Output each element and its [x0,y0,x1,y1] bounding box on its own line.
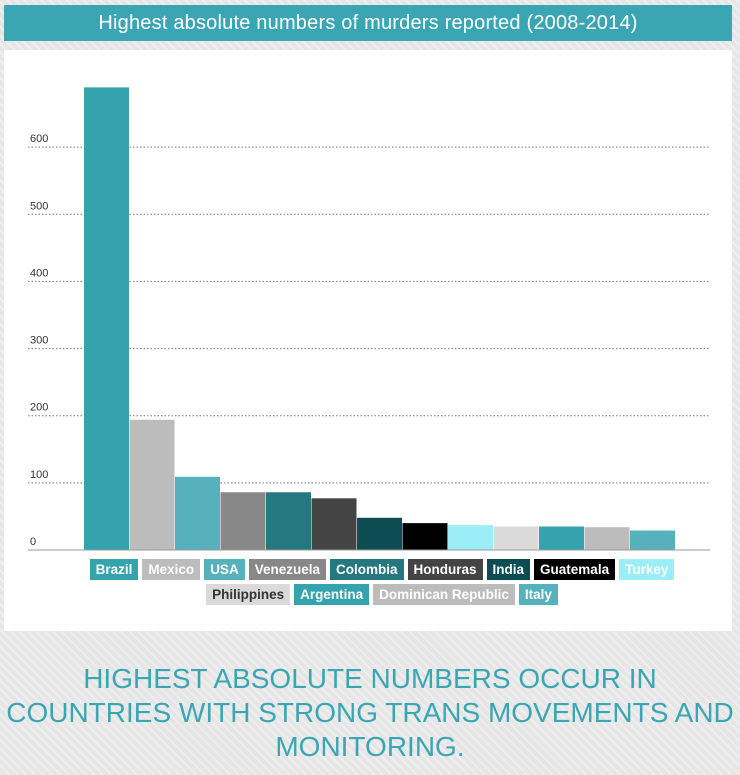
y-tick-label: 100 [30,469,48,481]
bar-chart: 0 100 200 300 400 500 600 [28,87,710,551]
y-axis-ticks: 0 100 200 300 400 500 600 [30,133,48,548]
y-tick-label: 0 [30,536,36,548]
legend-item-italy: Italy [518,584,558,605]
y-tick-label: 300 [30,335,48,347]
legend-item-colombia: Colombia [330,559,404,580]
bar-mexico [129,419,175,550]
legend-item-philippines: Philippines [206,584,291,605]
y-tick-label: 500 [30,200,48,212]
bar-usa [175,476,220,550]
bar-brazil [84,87,129,550]
legend-item-turkey: Turkey [619,559,675,580]
bar-india [357,517,402,550]
legend: Brazil Mexico USA Venezuela Colombia Honduras… [82,557,682,607]
bar-turkey [448,525,493,550]
bar-argentina [539,526,584,550]
bar-venezuela [220,492,266,550]
bar-colombia [266,492,311,550]
bar-guatemala [402,523,448,550]
chart-title: Highest absolute numbers of murders repo… [4,5,732,41]
y-tick-label: 600 [30,133,48,145]
bar-italy [630,530,675,550]
bar-honduras [311,498,357,550]
y-tick-label: 200 [30,402,48,414]
legend-item-dominican-republic: Dominican Republic [373,584,515,605]
legend-item-venezuela: Venezuela [248,559,326,580]
legend-item-guatemala: Guatemala [534,559,616,580]
legend-item-india: India [486,559,531,580]
headline-text: HIGHEST ABSOLUTE NUMBERS OCCUR IN COUNTR… [6,663,734,762]
chart-panel: 0 100 200 300 400 500 600 Brazil Mexico USA Venez… [4,50,732,631]
grid-lines [28,146,710,484]
bar-philippines [493,526,539,550]
legend-item-mexico: Mexico [142,559,201,580]
legend-item-argentina: Argentina [294,584,370,605]
bar-dominican-republic [584,527,630,550]
y-tick-label: 400 [30,267,48,279]
legend-item-brazil: Brazil [89,559,139,580]
bars [84,87,675,550]
legend-item-honduras: Honduras [407,559,483,580]
legend-item-usa: USA [204,559,245,580]
